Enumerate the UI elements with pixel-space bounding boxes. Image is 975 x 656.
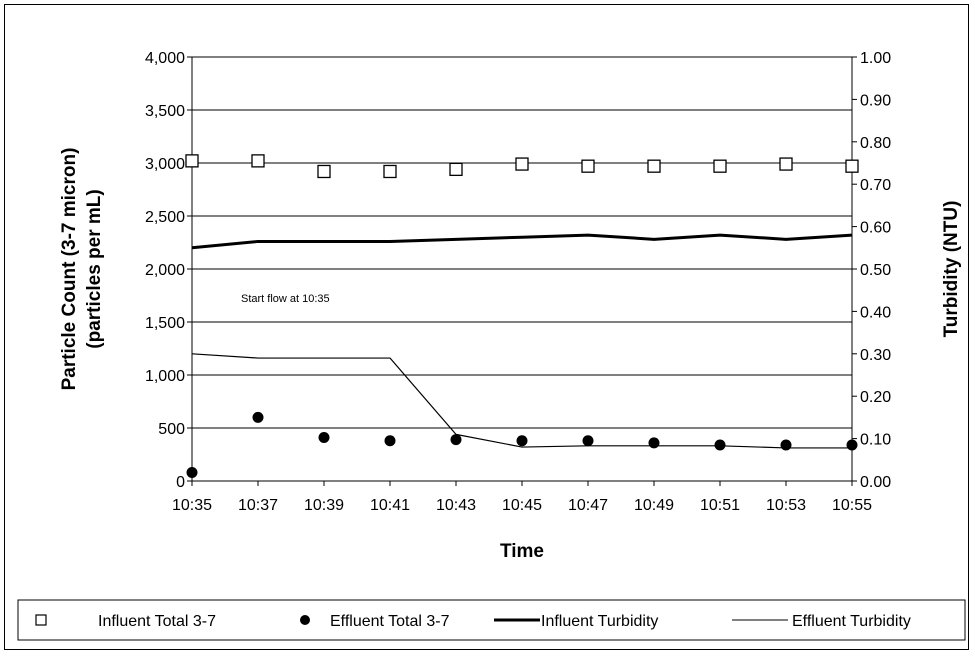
annotation-start-flow: Start flow at 10:35 [241, 293, 330, 305]
x-tick-label: 10:49 [634, 497, 674, 514]
y-right-tick-label: 1.00 [860, 50, 891, 67]
y-left-tick-label: 1,500 [145, 315, 185, 332]
point-effluent-total-3-7 [582, 435, 594, 447]
y-left-tick-label: 0 [176, 474, 185, 491]
point-effluent-total-3-7 [252, 411, 264, 423]
x-tick-label: 10:41 [370, 497, 410, 514]
point-effluent-total-3-7 [714, 439, 726, 451]
y-right-tick-label: 0.20 [860, 389, 891, 406]
series-line-influent-turbidity [191, 233, 853, 250]
point-influent-total-3-7 [515, 157, 529, 171]
y-axis-left-title-line1: Particle Count (3-7 micron) [59, 148, 80, 391]
y-left-tick-label: 3,500 [145, 103, 185, 120]
series [185, 154, 859, 479]
chart-frame: 0 500 1,000 1,500 2,000 2,500 3,000 3,500 4,000 0… [4, 4, 969, 650]
y-left-tick-label: 1,000 [145, 368, 185, 385]
chart-svg: 0 500 1,000 1,500 2,000 2,500 3,000 3,500 4,000 0… [17, 50, 966, 641]
point-influent-total-3-7 [383, 164, 397, 179]
point-influent-total-3-7 [185, 154, 199, 168]
legend-box [17, 599, 966, 641]
y-right-tick-label: 0.70 [860, 177, 891, 194]
y-axis-right-title: Turbidity (NTU) [941, 201, 962, 338]
x-tick-label: 10:51 [700, 497, 740, 514]
y-right-tick-label: 0.80 [860, 135, 891, 152]
y-right-tick-label: 0.30 [860, 347, 891, 364]
y-axis-left-title-line2: (particles per mL) [84, 189, 105, 348]
y-right-tick-label: 0.60 [860, 220, 891, 237]
x-tick-label: 10:37 [238, 497, 278, 514]
legend-marker-effluent-total [300, 615, 310, 625]
legend-label-effluent-total: Effluent Total 3-7 [330, 613, 450, 630]
legend: Influent Total 3-7 Effluent Total 3-7 In… [17, 599, 966, 641]
y-right-tick-label: 0.50 [860, 262, 891, 279]
legend-label-effluent-turbidity: Effluent Turbidity [792, 613, 911, 630]
point-effluent-total-3-7 [186, 467, 198, 479]
point-influent-total-3-7 [317, 164, 331, 179]
point-effluent-total-3-7 [780, 439, 792, 451]
x-tick-label: 10:47 [568, 497, 608, 514]
y-left-tick-label: 2,000 [145, 262, 185, 279]
y-right-tick-label: 0.10 [860, 432, 891, 449]
x-tick-label: 10:35 [172, 497, 212, 514]
point-influent-total-3-7 [581, 159, 595, 173]
y-left-tick-label: 3,000 [145, 156, 185, 173]
axes: 0 500 1,000 1,500 2,000 2,500 3,000 3,500 4,000 0… [145, 50, 891, 514]
point-effluent-total-3-7 [384, 435, 396, 447]
legend-marker-influent-total [35, 614, 47, 626]
series-line-effluent-turbidity [191, 353, 852, 449]
point-effluent-total-3-7 [846, 439, 858, 451]
y-left-tick-label: 4,000 [145, 50, 185, 67]
point-influent-total-3-7 [779, 157, 793, 171]
point-influent-total-3-7 [647, 159, 661, 173]
point-effluent-total-3-7 [648, 437, 660, 449]
x-axis-title: Time [500, 541, 544, 562]
point-effluent-total-3-7 [450, 434, 462, 446]
point-influent-total-3-7 [449, 162, 463, 177]
point-influent-total-3-7 [845, 159, 859, 173]
y-left-tick-label: 500 [158, 421, 185, 438]
y-right-tick-label: 0.90 [860, 92, 891, 109]
legend-label-influent-total: Influent Total 3-7 [98, 613, 216, 630]
y-right-tick-label: 0.40 [860, 304, 891, 321]
point-influent-total-3-7 [251, 154, 265, 168]
x-tick-label: 10:45 [502, 497, 542, 514]
point-effluent-total-3-7 [516, 435, 528, 447]
x-tick-label: 10:55 [832, 497, 872, 514]
x-tick-label: 10:43 [436, 497, 476, 514]
y-left-tick-label: 2,500 [145, 209, 185, 226]
point-influent-total-3-7 [713, 159, 727, 173]
x-tick-label: 10:39 [304, 497, 344, 514]
x-tick-label: 10:53 [766, 497, 806, 514]
y-right-tick-label: 0.00 [860, 474, 891, 491]
legend-label-influent-turbidity: Influent Turbidity [541, 613, 658, 630]
point-effluent-total-3-7 [318, 432, 330, 444]
